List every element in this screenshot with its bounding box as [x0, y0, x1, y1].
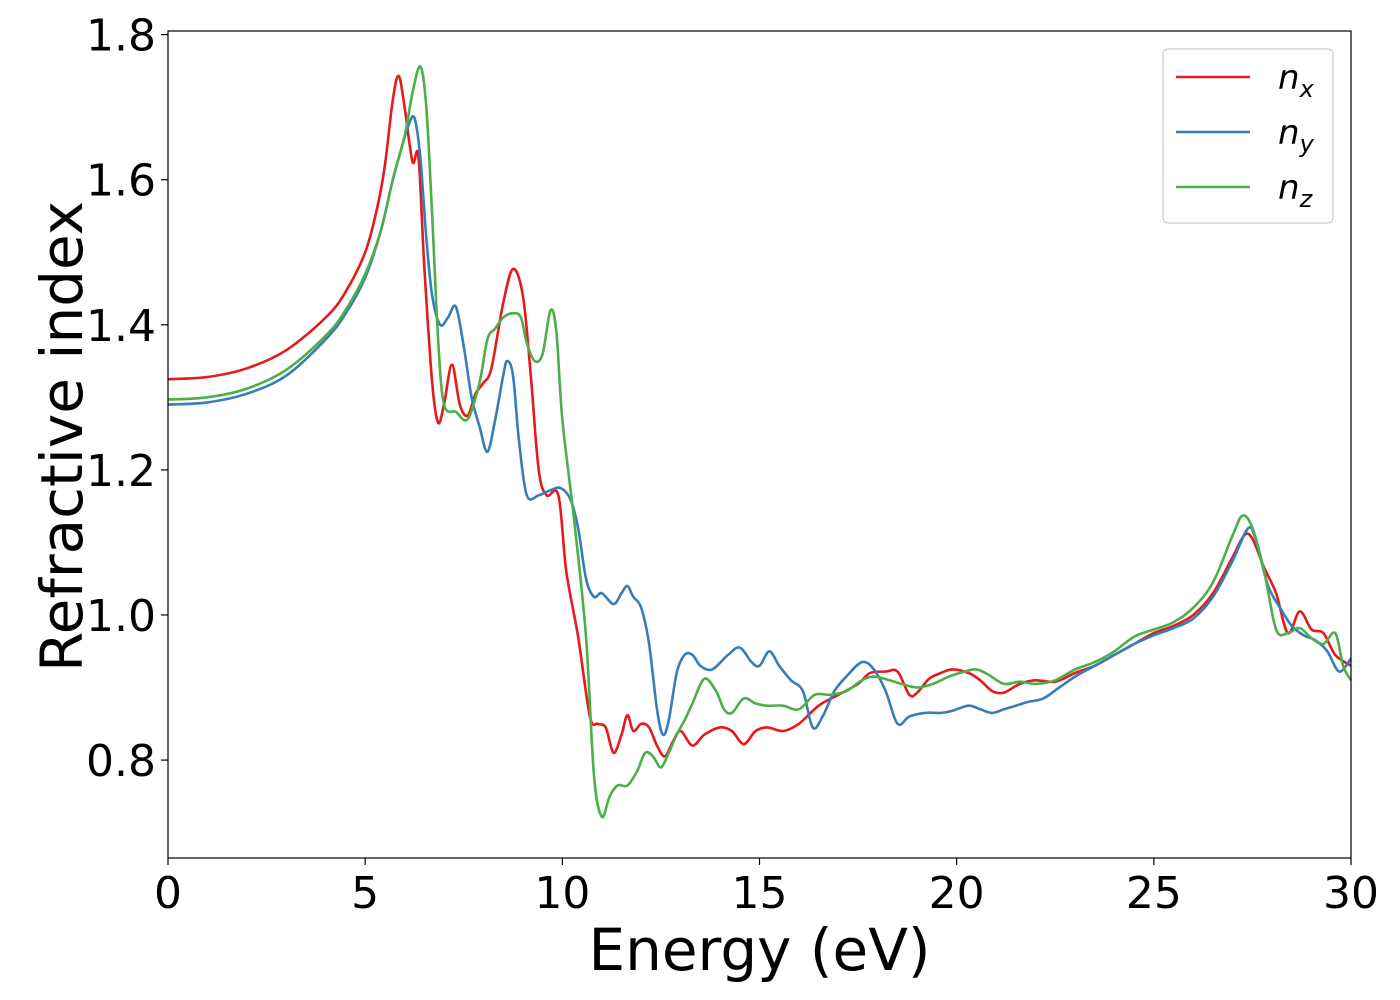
y-tick-label: 1.0	[86, 591, 156, 642]
legend-label: nx	[1278, 58, 1315, 103]
legend-label-base: n	[1278, 58, 1300, 98]
y-axis-title: Refractive index	[28, 201, 96, 672]
x-axis-title: Energy (eV)	[588, 916, 930, 984]
series-line-nz	[167, 65, 1353, 819]
y-axis-ticks: 0.8 1.0 1.2 1.4 1.6 1.8	[86, 11, 168, 787]
legend-label-base: n	[1278, 113, 1300, 153]
legend-label-base: n	[1278, 168, 1300, 208]
legend-label-subscript: x	[1299, 75, 1315, 103]
y-tick-label: 1.6	[86, 156, 156, 207]
plot-frame	[167, 30, 1352, 859]
series-line-ny	[167, 114, 1353, 737]
y-tick-label: 0.8	[86, 736, 156, 787]
x-tick-label: 25	[1126, 868, 1182, 919]
legend-label-subscript: y	[1299, 130, 1315, 158]
legend-label-subscript: z	[1299, 185, 1314, 213]
x-tick-label: 30	[1323, 868, 1379, 919]
x-tick-label: 10	[534, 868, 590, 919]
y-tick-label: 1.8	[86, 11, 156, 62]
y-tick-label: 1.2	[86, 446, 156, 497]
x-tick-label: 15	[732, 868, 788, 919]
x-tick-label: 0	[154, 868, 182, 919]
legend-box	[1162, 48, 1334, 224]
legend-label: ny	[1278, 113, 1315, 158]
x-axis-ticks: 0 5 10 15 20 25 30	[154, 858, 1379, 919]
x-tick-label: 5	[351, 868, 379, 919]
y-tick-label: 1.4	[86, 301, 156, 352]
series-lines	[167, 65, 1353, 819]
x-tick-label: 20	[929, 868, 985, 919]
legend-label: nz	[1278, 168, 1314, 213]
